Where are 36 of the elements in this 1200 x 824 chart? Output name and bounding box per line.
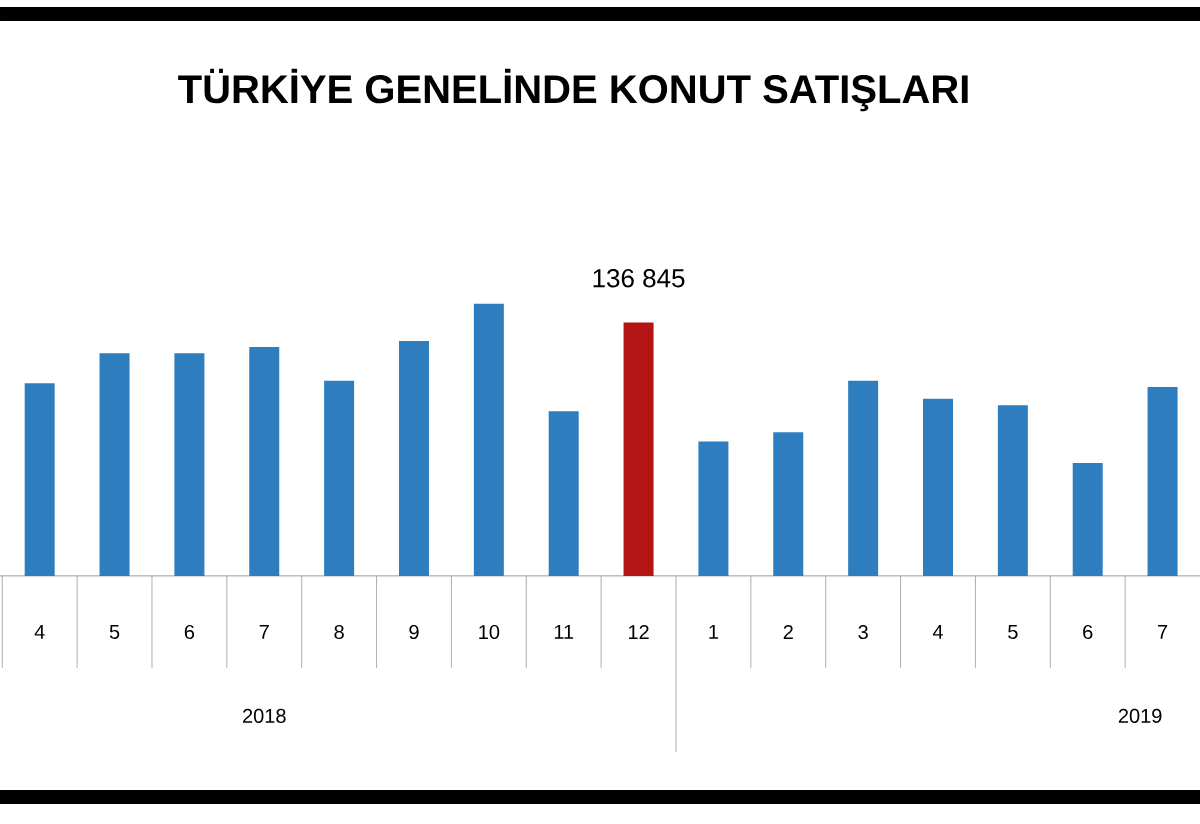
x-tick-label: 7 bbox=[1158, 624, 1168, 639]
x-tick-label: 6 bbox=[184, 624, 195, 640]
x-tick-label: 4 bbox=[34, 624, 45, 639]
x-tick-label: 11 bbox=[554, 624, 574, 639]
x-tick-label: 2 bbox=[783, 624, 793, 639]
x-tick-label: 5 bbox=[1008, 624, 1018, 639]
bar bbox=[698, 441, 729, 576]
data-label: 136 845 bbox=[593, 269, 685, 288]
bar bbox=[249, 347, 280, 576]
bar bbox=[623, 322, 654, 576]
bar bbox=[473, 303, 504, 576]
bar bbox=[548, 411, 579, 576]
chart-title: TÜRKİYE GENELİNDE KONUT SATIŞLARI bbox=[178, 68, 968, 112]
x-tick-label: 9 bbox=[409, 624, 419, 640]
x-tick-label: 1 bbox=[709, 624, 719, 639]
x-tick-label: 6 bbox=[1083, 624, 1093, 640]
bar bbox=[324, 380, 355, 576]
x-tick-label: 12 bbox=[628, 624, 649, 639]
x-tick-label: 8 bbox=[334, 624, 344, 640]
bar bbox=[99, 353, 130, 576]
bar bbox=[174, 353, 205, 576]
bar bbox=[773, 432, 804, 576]
bar bbox=[1147, 387, 1178, 576]
x-tick-label: 3 bbox=[858, 624, 868, 640]
bar bbox=[1072, 462, 1103, 576]
bar bbox=[923, 398, 953, 576]
bar bbox=[398, 341, 429, 576]
x-tick-label: 4 bbox=[932, 624, 943, 639]
text: 2018 bbox=[243, 708, 286, 723]
bar bbox=[24, 383, 55, 576]
x-tick-label: 7 bbox=[259, 624, 269, 639]
bar bbox=[848, 380, 879, 576]
text: 2019 bbox=[1118, 708, 1162, 723]
x-tick-label: 10 bbox=[479, 624, 500, 640]
bar bbox=[997, 405, 1028, 576]
x-tick-label: 5 bbox=[109, 624, 120, 639]
